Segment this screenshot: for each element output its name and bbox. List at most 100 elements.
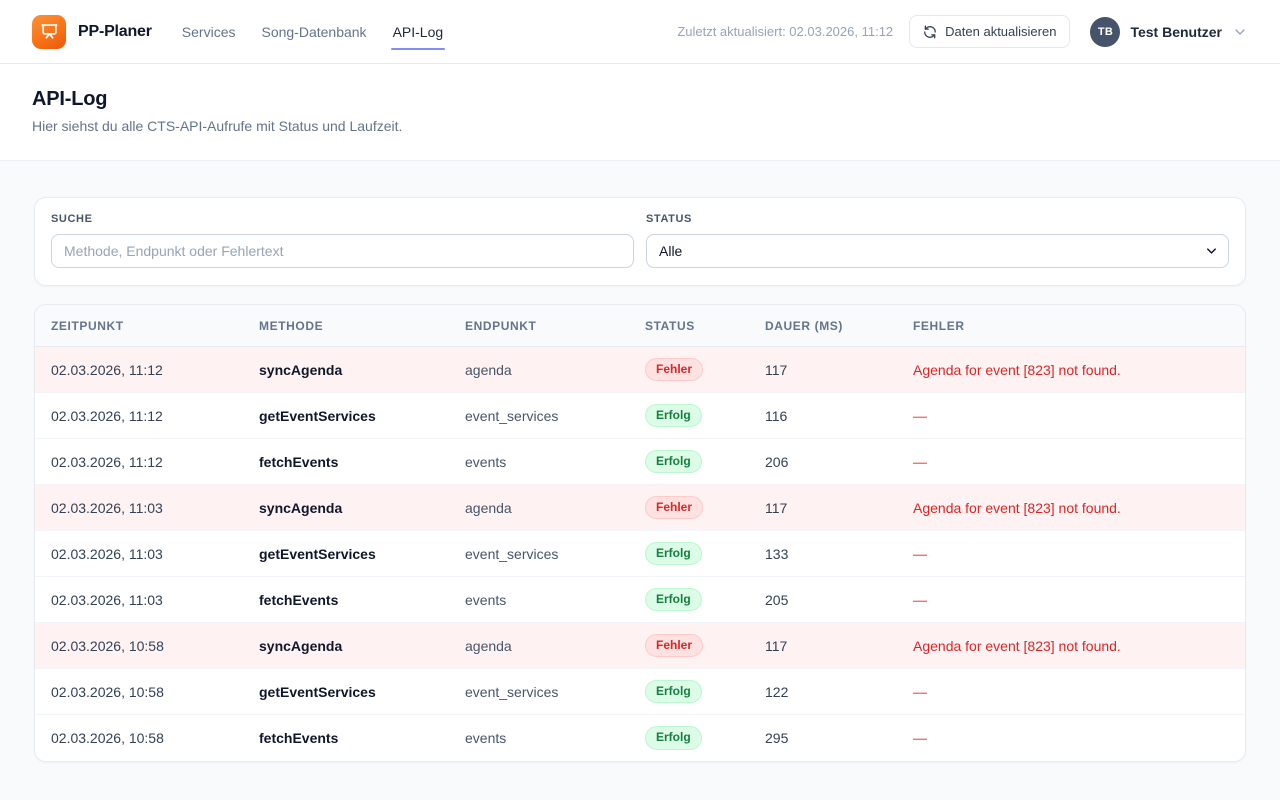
cell-endpunkt: agenda: [465, 637, 512, 654]
table-row: 02.03.2026, 11:03 getEventServices event…: [35, 531, 1245, 577]
status-badge: Erfolg: [645, 403, 702, 428]
search-input[interactable]: [51, 234, 634, 268]
cell-methode: fetchEvents: [259, 591, 339, 608]
cell-dauer: 206: [765, 453, 789, 470]
table-row: 02.03.2026, 10:58 getEventServices event…: [35, 669, 1245, 715]
nav-link-song-datenbank[interactable]: Song-Datenbank: [261, 23, 367, 40]
table-row: 02.03.2026, 11:12 syncAgenda agenda Fehl…: [35, 347, 1245, 393]
cell-fehler: —: [913, 407, 927, 424]
cell-status: Fehler: [645, 495, 765, 520]
main-content: SUCHE STATUS Alle ZEITPUNKT METHODE ENDP…: [0, 161, 1280, 762]
table-body: 02.03.2026, 11:12 syncAgenda agenda Fehl…: [35, 347, 1245, 761]
table-row: 02.03.2026, 10:58 fetchEvents events Erf…: [35, 715, 1245, 761]
cell-zeitpunkt: 02.03.2026, 10:58: [51, 730, 164, 746]
column-header-methode: METHODE: [259, 318, 324, 333]
status-badge: Erfolg: [645, 587, 702, 612]
cell-endpunkt: event_services: [465, 683, 559, 700]
cell-zeitpunkt: 02.03.2026, 10:58: [51, 683, 164, 700]
chevron-down-icon: [1232, 24, 1248, 40]
page-title: API-Log: [32, 88, 108, 110]
cell-status: Erfolg: [645, 587, 765, 612]
refresh-data-button[interactable]: Daten aktualisieren: [909, 15, 1071, 48]
cell-methode: getEventServices: [259, 683, 376, 700]
cell-dauer: 205: [765, 591, 789, 608]
cell-dauer: 117: [765, 361, 788, 378]
cell-zeitpunkt: 02.03.2026, 11:03: [51, 591, 163, 608]
avatar: TB: [1090, 16, 1121, 47]
navbar-right: Zuletzt aktualisiert: 02.03.2026, 11:12 …: [677, 15, 1248, 48]
cell-methode: syncAgenda: [259, 637, 343, 654]
status-badge: Erfolg: [645, 726, 702, 750]
filter-card: SUCHE STATUS Alle: [34, 197, 1246, 286]
status-badge: Erfolg: [645, 541, 702, 566]
status-badge: Erfolg: [645, 449, 702, 474]
cell-fehler: Agenda for event [823] not found.: [913, 637, 1121, 654]
cell-endpunkt: event_services: [465, 407, 559, 424]
table-header-row: ZEITPUNKT METHODE ENDPUNKT STATUS DAUER …: [35, 305, 1245, 347]
app-logo: [32, 14, 66, 49]
cell-fehler: —: [913, 545, 927, 562]
cell-status: Fehler: [645, 357, 765, 382]
status-badge: Fehler: [645, 357, 704, 382]
cell-fehler: —: [913, 453, 927, 470]
cell-zeitpunkt: 02.03.2026, 11:03: [51, 499, 163, 516]
status-badge: Fehler: [645, 495, 704, 520]
status-label: STATUS: [646, 213, 692, 225]
cell-fehler: Agenda for event [823] not found.: [913, 361, 1121, 378]
api-log-table: ZEITPUNKT METHODE ENDPUNKT STATUS DAUER …: [34, 304, 1246, 762]
cell-methode: fetchEvents: [259, 453, 339, 470]
column-header-zeitpunkt: ZEITPUNKT: [51, 318, 124, 333]
cell-fehler: —: [913, 683, 927, 700]
cell-endpunkt: events: [465, 591, 507, 608]
page-subtitle: Hier siehst du alle CTS-API-Aufrufe mit …: [32, 118, 403, 134]
column-header-status: STATUS: [645, 318, 695, 333]
brand-title: PP-Planer: [78, 22, 152, 40]
cell-endpunkt: event_services: [465, 545, 559, 562]
status-badge: Erfolg: [645, 679, 702, 704]
status-badge: Fehler: [645, 633, 704, 658]
cell-dauer: 117: [765, 499, 788, 516]
cell-dauer: 117: [765, 637, 788, 654]
cell-methode: syncAgenda: [259, 499, 343, 516]
cell-methode: getEventServices: [259, 407, 376, 424]
cell-endpunkt: agenda: [465, 361, 512, 378]
cell-dauer: 116: [765, 407, 788, 424]
table-row: 02.03.2026, 10:58 syncAgenda agenda Fehl…: [35, 623, 1245, 669]
cell-zeitpunkt: 02.03.2026, 11:12: [51, 453, 163, 470]
column-header-dauer: DAUER (MS): [765, 318, 843, 333]
table-row: 02.03.2026, 11:12 fetchEvents events Erf…: [35, 439, 1245, 485]
table-row: 02.03.2026, 11:03 fetchEvents events Erf…: [35, 577, 1245, 623]
user-name: Test Benutzer: [1130, 23, 1222, 40]
user-menu[interactable]: TB Test Benutzer: [1090, 16, 1248, 47]
nav-link-api-log[interactable]: API-Log: [390, 20, 445, 50]
search-label: SUCHE: [51, 213, 93, 225]
last-updated-text: Zuletzt aktualisiert: 02.03.2026, 11:12: [677, 24, 894, 39]
table-row: 02.03.2026, 11:03 syncAgenda agenda Fehl…: [35, 485, 1245, 531]
status-select[interactable]: Alle: [646, 234, 1229, 268]
cell-methode: syncAgenda: [259, 361, 343, 378]
cell-dauer: 133: [765, 545, 789, 562]
cell-endpunkt: events: [465, 730, 507, 746]
main-nav: Services Song-Datenbank API-Log: [181, 20, 445, 50]
cell-fehler: —: [913, 730, 927, 746]
cell-zeitpunkt: 02.03.2026, 11:12: [51, 361, 163, 378]
cell-status: Fehler: [645, 633, 765, 658]
top-navbar: PP-Planer Services Song-Datenbank API-Lo…: [0, 0, 1280, 64]
cell-methode: getEventServices: [259, 545, 376, 562]
cell-status: Erfolg: [645, 679, 765, 704]
presentation-board-icon: [40, 22, 59, 41]
status-filter: STATUS Alle: [646, 213, 1229, 268]
cell-dauer: 295: [765, 730, 789, 746]
cell-status: Erfolg: [645, 403, 765, 428]
cell-endpunkt: agenda: [465, 499, 512, 516]
page-header: API-Log Hier siehst du alle CTS-API-Aufr…: [0, 64, 1280, 161]
column-header-fehler: FEHLER: [913, 318, 965, 333]
nav-link-services[interactable]: Services: [181, 23, 236, 40]
cell-endpunkt: events: [465, 453, 507, 470]
cell-fehler: —: [913, 591, 927, 608]
cell-dauer: 122: [765, 683, 789, 700]
column-header-endpunkt: ENDPUNKT: [465, 318, 537, 333]
refresh-button-label: Daten aktualisieren: [945, 24, 1057, 39]
table-row: 02.03.2026, 11:12 getEventServices event…: [35, 393, 1245, 439]
cell-status: Erfolg: [645, 541, 765, 566]
